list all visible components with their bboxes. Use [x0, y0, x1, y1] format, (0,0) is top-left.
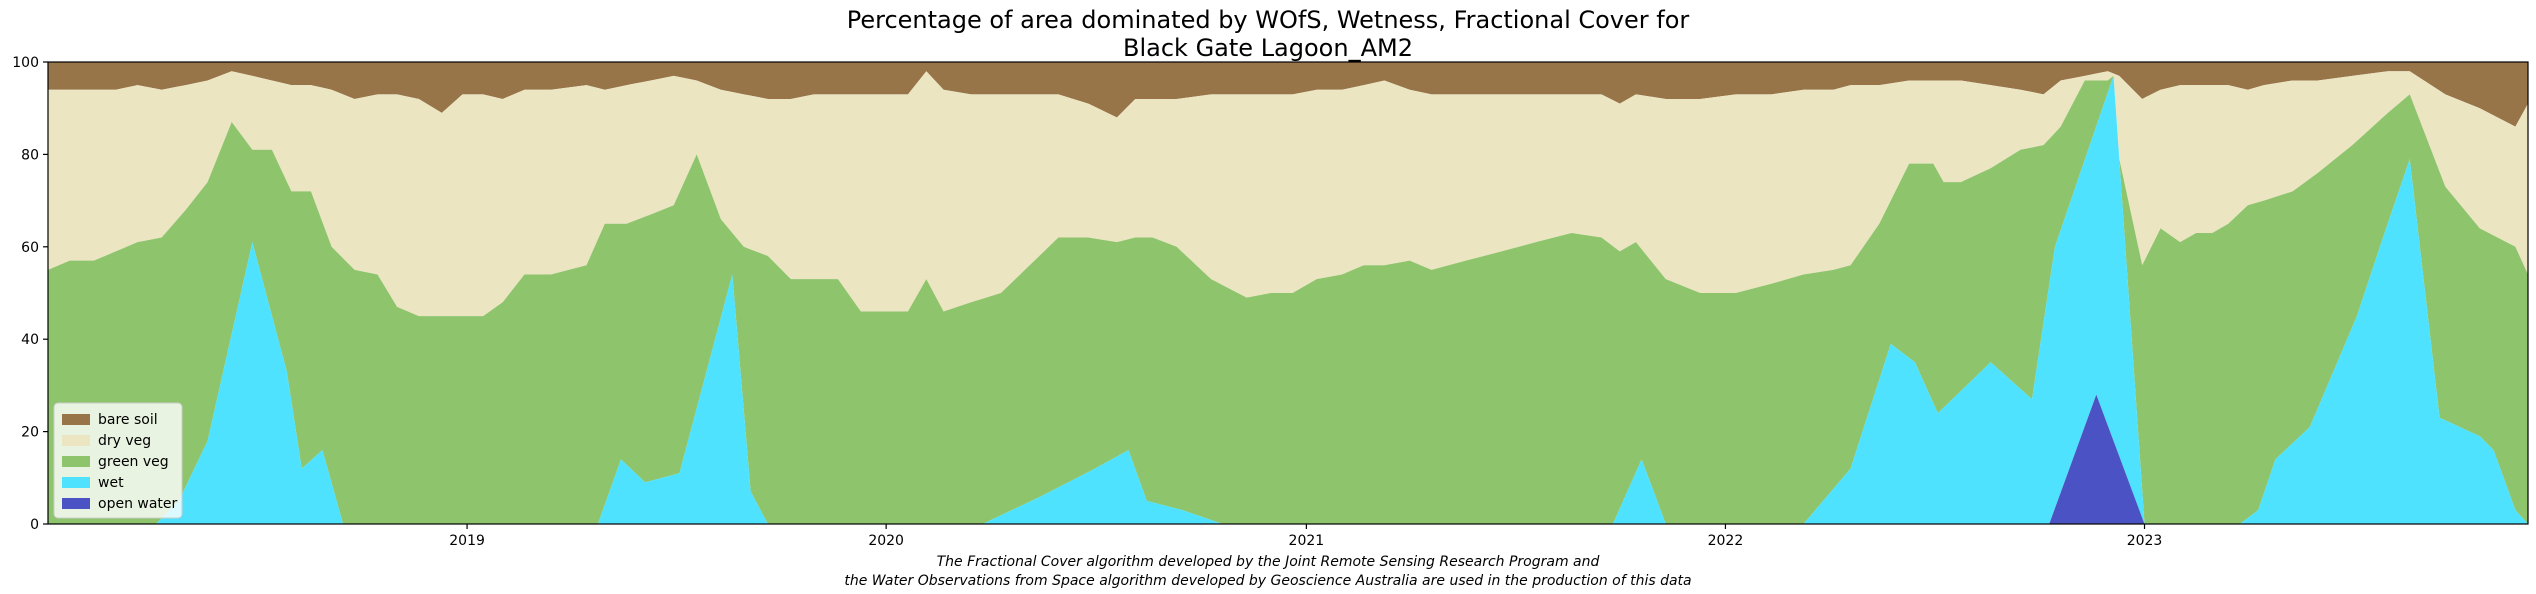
legend-box [53, 402, 183, 519]
legend-label: green veg [98, 454, 169, 470]
x-tick-label: 2023 [2127, 533, 2163, 549]
y-tick-label: 20 [21, 425, 39, 441]
plot-frame [47, 61, 2529, 525]
x-tick-label: 2019 [449, 533, 485, 549]
legend-swatch [62, 498, 90, 509]
legend-label: bare soil [98, 412, 158, 428]
x-tick-label: 2021 [1289, 533, 1325, 549]
area-layers [48, 62, 2528, 525]
area-dry-veg [48, 71, 2528, 317]
footnote-line-2: the Water Observations from Space algori… [844, 573, 1692, 589]
footnote-line-1: The Fractional Cover algorithm developed… [936, 554, 1600, 570]
legend-swatch [62, 435, 90, 446]
legend-label: open water [98, 496, 178, 512]
y-tick-label: 80 [21, 147, 39, 163]
footnote: The Fractional Cover algorithm developed… [0, 553, 2536, 591]
legend-swatch [62, 414, 90, 425]
y-tick-label: 40 [21, 332, 39, 348]
x-tick-label: 2020 [868, 533, 904, 549]
legend: bare soil dry veg green veg wet open water [53, 402, 183, 519]
y-tick-label: 100 [12, 55, 39, 71]
x-tick-label: 2022 [1708, 533, 1744, 549]
legend-swatch [62, 477, 90, 488]
area-green-veg [48, 75, 2528, 525]
legend-label: wet [98, 475, 124, 491]
y-tick-label: 60 [21, 240, 39, 256]
legend-label: dry veg [98, 433, 151, 449]
y-tick-label: 0 [30, 517, 39, 533]
area-wet [48, 75, 2528, 525]
chart-title-line-1: Percentage of area dominated by WOfS, We… [847, 6, 1690, 34]
legend-swatch [62, 456, 90, 467]
axes: 0 20 40 60 80 100 2019 2020 2021 2022 2023 [12, 55, 2529, 549]
chart-title-line-2: Black Gate Lagoon_AM2 [1123, 34, 1413, 62]
